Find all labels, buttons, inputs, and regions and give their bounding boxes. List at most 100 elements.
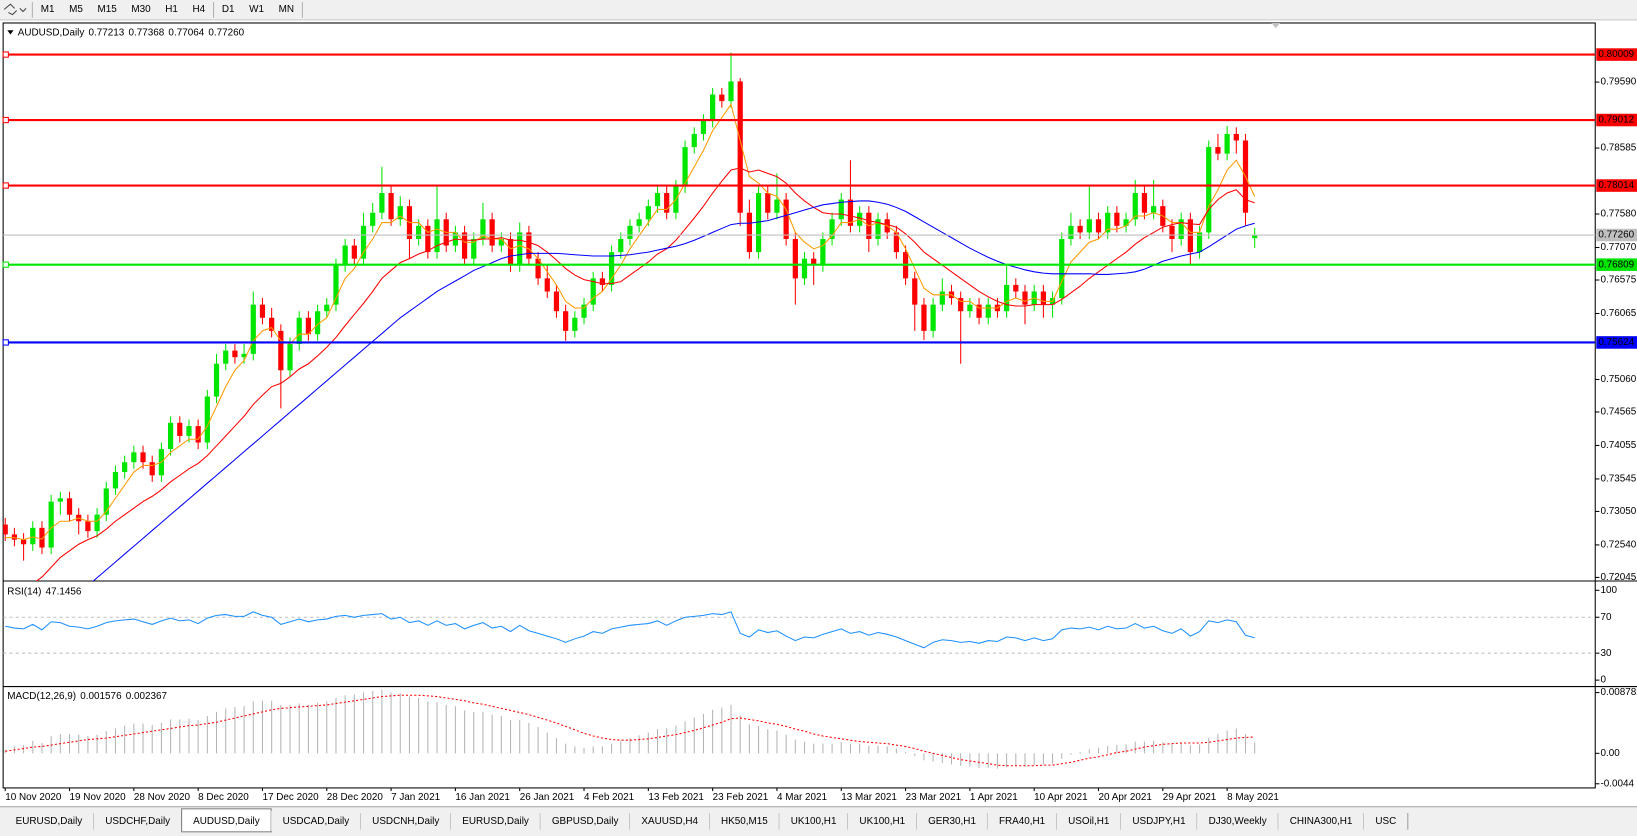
candle-body bbox=[1224, 133, 1230, 154]
symbol-tab-label[interactable]: AUDUSD,Daily bbox=[193, 816, 260, 827]
symbol-tab[interactable] bbox=[1197, 810, 1279, 831]
candle-body bbox=[324, 304, 330, 312]
macd-bar bbox=[4, 749, 6, 754]
symbol-tab[interactable] bbox=[1363, 810, 1408, 831]
level-anchor[interactable] bbox=[2, 182, 9, 189]
candle-body bbox=[829, 219, 835, 239]
timeframe-button[interactable]: H4 bbox=[193, 4, 206, 15]
macd-bar bbox=[1033, 753, 1035, 766]
macd-bar bbox=[491, 714, 493, 754]
level-anchor[interactable] bbox=[2, 339, 9, 346]
symbol-tab-label[interactable]: EURUSD,Daily bbox=[462, 816, 529, 827]
symbol-tab[interactable] bbox=[779, 810, 848, 831]
symbol-tab[interactable] bbox=[987, 810, 1057, 831]
macd-bar bbox=[206, 715, 208, 754]
symbol-tab[interactable] bbox=[1056, 810, 1121, 831]
x-tick-label: 13 Feb 2021 bbox=[648, 792, 704, 803]
macd-bar bbox=[427, 701, 429, 754]
chart-shift-marker[interactable] bbox=[1271, 22, 1280, 29]
symbol-tab-label[interactable]: USDJPY,H1 bbox=[1132, 816, 1186, 827]
macd-bar bbox=[1079, 751, 1081, 754]
macd-bar bbox=[758, 725, 760, 754]
symbol-tab-label[interactable]: GBPUSD,Daily bbox=[552, 816, 619, 827]
level-label: 0.75624 bbox=[1598, 337, 1634, 348]
header-arrow[interactable] bbox=[7, 30, 14, 35]
macd-bar bbox=[1061, 753, 1063, 759]
candle-body bbox=[1233, 133, 1239, 141]
symbol-tab-label[interactable]: USOil,H1 bbox=[1068, 816, 1110, 827]
symbol-tab[interactable] bbox=[847, 810, 917, 831]
macd-bar bbox=[905, 751, 907, 754]
timeframe-button[interactable]: M5 bbox=[69, 4, 83, 15]
macd-bar bbox=[611, 743, 613, 754]
signal-line bbox=[5, 694, 1255, 767]
symbol-tab[interactable] bbox=[271, 810, 361, 831]
symbol-tab[interactable] bbox=[709, 810, 780, 831]
symbol-tab[interactable] bbox=[1120, 810, 1198, 831]
timeframe-button[interactable]: M1 bbox=[41, 4, 55, 15]
symbol-tab[interactable] bbox=[540, 810, 630, 831]
symbol-tab[interactable] bbox=[916, 810, 988, 831]
macd-bar bbox=[647, 732, 649, 754]
candle-body bbox=[1013, 284, 1019, 292]
candle-body bbox=[875, 219, 881, 239]
timeframe-button[interactable]: M30 bbox=[131, 4, 151, 15]
macd-bar bbox=[739, 715, 741, 754]
candle-body bbox=[425, 225, 431, 253]
symbol-tab[interactable] bbox=[1278, 810, 1364, 831]
x-tick-label: 23 Mar 2021 bbox=[906, 792, 962, 803]
symbol-tab-label[interactable]: UK100,H1 bbox=[859, 816, 905, 827]
symbol-tab-label[interactable]: XAUUSD,H4 bbox=[641, 816, 698, 827]
symbol-tab-label[interactable]: USDCNH,Daily bbox=[372, 816, 439, 827]
candle-body bbox=[783, 199, 789, 239]
level-anchor[interactable] bbox=[2, 261, 9, 268]
timeframe-button[interactable]: D1 bbox=[222, 4, 235, 15]
symbol-tab-label[interactable]: DJ30,Weekly bbox=[1209, 816, 1267, 827]
candle-body bbox=[921, 304, 927, 331]
symbol-tab[interactable] bbox=[629, 810, 710, 831]
symbol-tab[interactable] bbox=[93, 810, 182, 831]
symbol-tab-label[interactable]: GER30,H1 bbox=[928, 816, 976, 827]
symbol-tab[interactable] bbox=[4, 810, 94, 831]
candle-body bbox=[801, 258, 808, 279]
candle-body bbox=[186, 426, 192, 436]
symbol-tab-label[interactable]: UK100,H1 bbox=[791, 816, 837, 827]
candle-body bbox=[976, 304, 982, 318]
symbol-tab-label[interactable]: USDCHF,Daily bbox=[105, 816, 170, 827]
symbol-tab-label[interactable]: HK50,M15 bbox=[721, 816, 768, 827]
y-tick-label: 0.73050 bbox=[1600, 506, 1636, 517]
timeframe-button[interactable]: M15 bbox=[97, 4, 117, 15]
cursor-tool-icon[interactable] bbox=[3, 3, 18, 16]
timeframe-button[interactable]: W1 bbox=[249, 4, 264, 15]
y-tick-label: 0.78585 bbox=[1600, 143, 1636, 154]
candle-body bbox=[1252, 235, 1258, 239]
x-tick-label: 10 Nov 2020 bbox=[5, 792, 62, 803]
candle-body bbox=[498, 238, 504, 246]
macd-bar bbox=[1006, 753, 1008, 768]
candle-body bbox=[930, 304, 936, 331]
candle-body bbox=[66, 498, 73, 515]
candle-body bbox=[232, 350, 238, 358]
candle-body bbox=[416, 225, 422, 239]
symbol-tab-label[interactable]: USC bbox=[1375, 816, 1396, 827]
macd-bar bbox=[978, 753, 980, 768]
macd-bar bbox=[1208, 738, 1210, 754]
macd-bar bbox=[656, 729, 659, 754]
moving-average bbox=[5, 103, 1256, 541]
symbol-tab-label[interactable]: FRA40,H1 bbox=[999, 816, 1046, 827]
macd-bar bbox=[537, 727, 539, 754]
symbol-tab-label[interactable]: USDCAD,Daily bbox=[283, 816, 350, 827]
level-anchor[interactable] bbox=[2, 116, 9, 124]
symbol-tab-label[interactable]: EURUSD,Daily bbox=[16, 816, 83, 827]
symbol-tab[interactable] bbox=[450, 810, 541, 831]
timeframe-button[interactable]: MN bbox=[279, 4, 294, 15]
symbol-tab-label[interactable]: CHINA300,H1 bbox=[1290, 816, 1353, 827]
level-anchor[interactable] bbox=[2, 51, 9, 58]
macd-bar bbox=[583, 747, 585, 754]
macd-bar bbox=[1097, 747, 1100, 754]
candle-body bbox=[553, 291, 560, 312]
symbol-tab[interactable] bbox=[360, 810, 451, 831]
dropdown-arrow[interactable] bbox=[19, 7, 27, 13]
rsi-header: RSI(14) 47.1456 bbox=[7, 586, 82, 597]
timeframe-button[interactable]: H1 bbox=[165, 4, 178, 15]
